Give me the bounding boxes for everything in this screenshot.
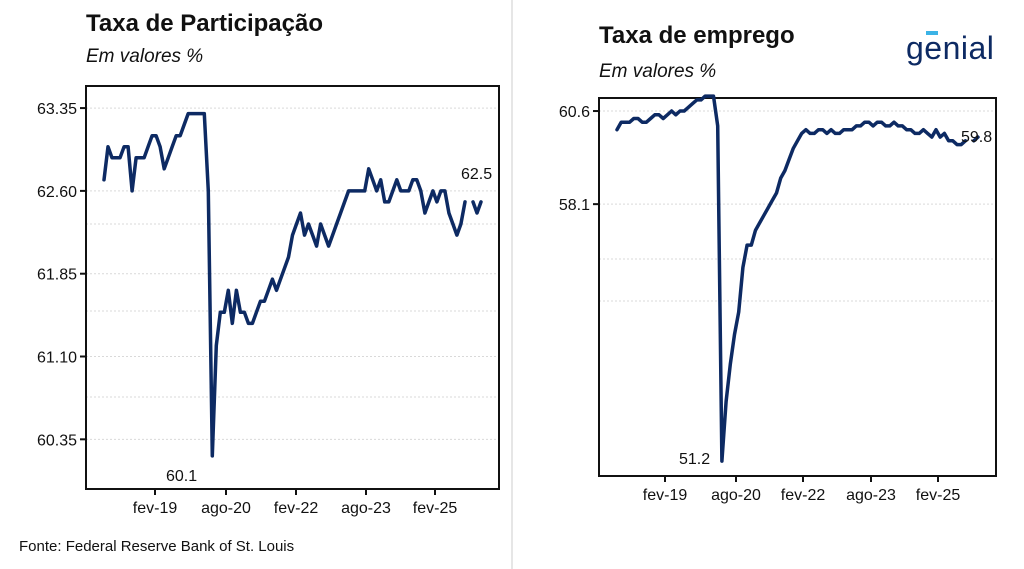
x-tick-label: fev-19 bbox=[133, 500, 178, 517]
series-line bbox=[102, 111, 483, 458]
left-chart-subtitle: Em valores % bbox=[86, 46, 204, 67]
source-note: Fonte: Federal Reserve Bank of St. Louis bbox=[19, 538, 295, 555]
x-tick-label: ago-23 bbox=[846, 487, 896, 504]
x-tick-label: fev-22 bbox=[274, 500, 319, 517]
chart-1 bbox=[80, 85, 500, 495]
data-label: 62.5 bbox=[461, 166, 492, 183]
panel-divider bbox=[511, 0, 513, 569]
plot-frame bbox=[598, 97, 997, 477]
y-tick-label: 61.10 bbox=[37, 350, 77, 367]
y-tick-label: 60.6 bbox=[559, 104, 590, 121]
x-tick-label: fev-25 bbox=[916, 487, 961, 504]
right-chart-subtitle: Em valores % bbox=[599, 61, 717, 82]
y-tick-label: 58.1 bbox=[559, 197, 590, 214]
x-tick-label: ago-20 bbox=[201, 500, 251, 517]
y-tick-label: 60.35 bbox=[37, 432, 77, 449]
y-tick-label: 62.60 bbox=[37, 184, 77, 201]
x-tick-label: ago-23 bbox=[341, 500, 391, 517]
data-label: 51.2 bbox=[679, 451, 710, 468]
y-tick-label: 61.85 bbox=[37, 267, 77, 284]
genial-logo: genial bbox=[906, 30, 995, 66]
y-tick-label: 63.35 bbox=[37, 101, 77, 118]
series-line bbox=[615, 94, 980, 463]
x-tick-label: fev-19 bbox=[643, 487, 688, 504]
x-tick-label: ago-20 bbox=[711, 487, 761, 504]
data-label: 60.1 bbox=[166, 468, 197, 485]
data-label: 59.8 bbox=[961, 129, 992, 146]
plot-frame bbox=[85, 85, 500, 490]
logo-accent-mark bbox=[926, 31, 938, 35]
left-chart-title: Taxa de Participação bbox=[86, 10, 323, 37]
x-tick-label: fev-25 bbox=[413, 500, 458, 517]
x-tick-label: fev-22 bbox=[781, 487, 826, 504]
right-chart-title: Taxa de emprego bbox=[599, 22, 795, 49]
chart-2 bbox=[593, 94, 997, 482]
